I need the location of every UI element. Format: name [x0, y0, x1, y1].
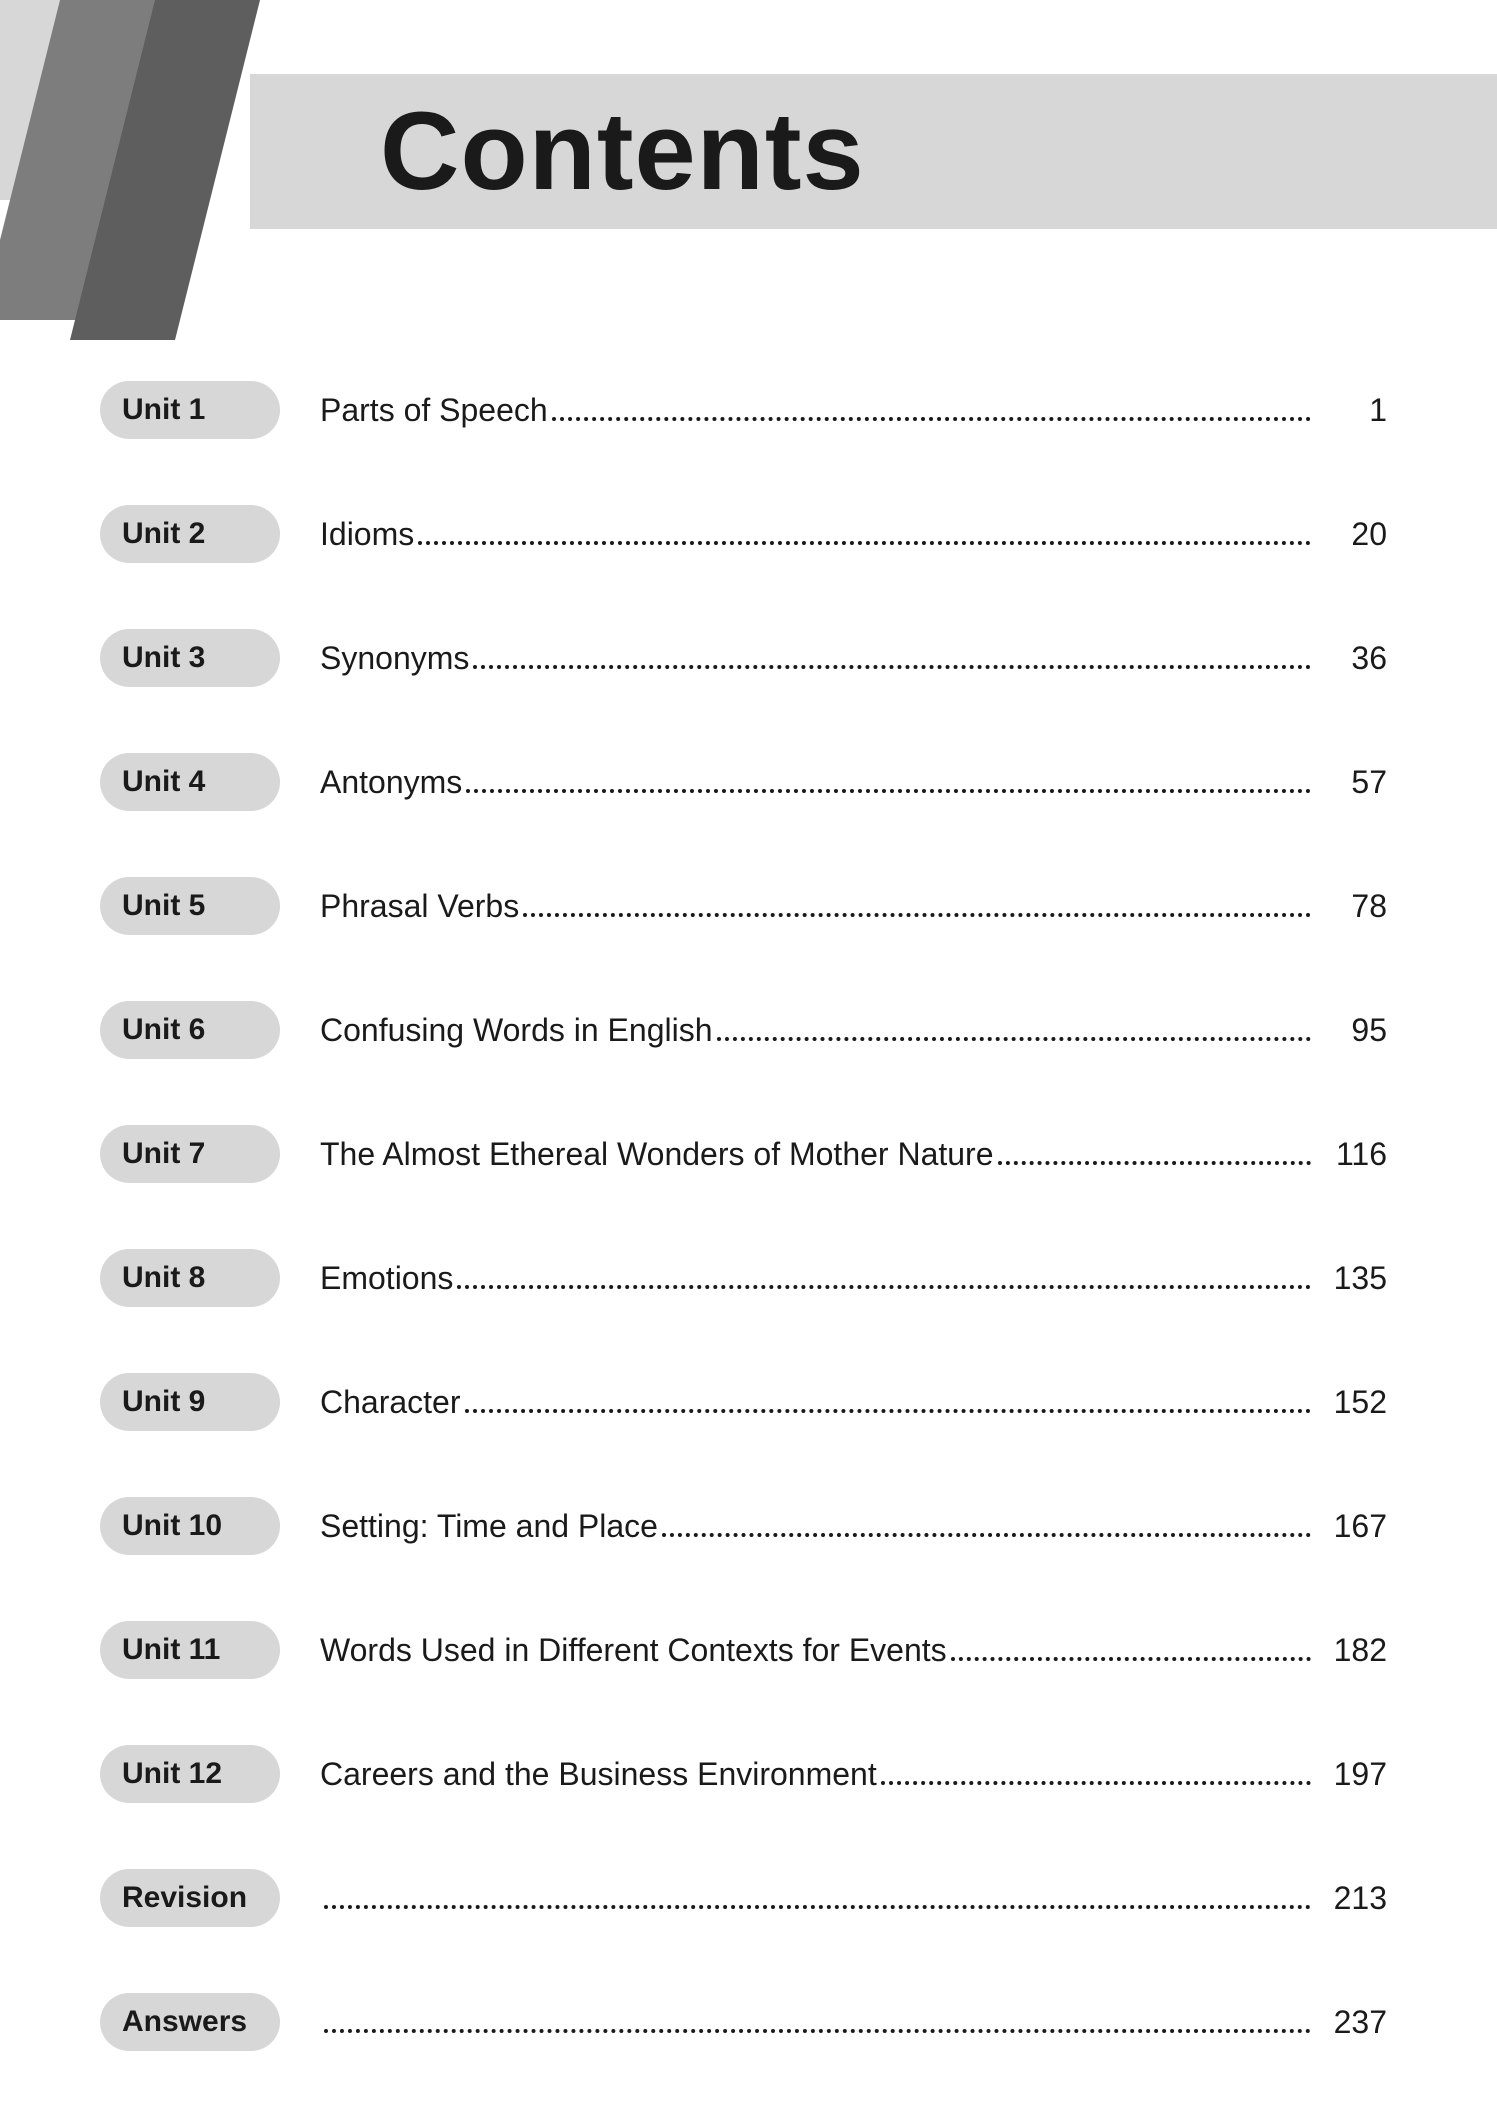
toc-row: Unit 9 Character 152 — [100, 1372, 1387, 1432]
toc-row: Unit 3 Synonyms 36 — [100, 628, 1387, 688]
toc-entry: Emotions 135 — [320, 1260, 1387, 1297]
title-banner: Contents — [250, 74, 1497, 229]
toc-entry-title: Confusing Words in English — [320, 1012, 713, 1049]
toc-entry: Words Used in Different Contexts for Eve… — [320, 1632, 1387, 1669]
toc-row: Unit 10 Setting: Time and Place 167 — [100, 1496, 1387, 1556]
leader-dots — [418, 541, 1311, 545]
toc-row: Unit 7 The Almost Ethereal Wonders of Mo… — [100, 1124, 1387, 1184]
unit-pill: Unit 9 — [100, 1373, 280, 1431]
leader-dots — [717, 1037, 1312, 1041]
unit-pill: Unit 6 — [100, 1001, 280, 1059]
toc-row: Unit 2 Idioms 20 — [100, 504, 1387, 564]
toc-page-number: 167 — [1317, 1508, 1387, 1545]
toc-row: Unit 11 Words Used in Different Contexts… — [100, 1620, 1387, 1680]
toc-entry: Phrasal Verbs 78 — [320, 888, 1387, 925]
unit-pill: Unit 5 — [100, 877, 280, 935]
unit-pill: Unit 12 — [100, 1745, 280, 1803]
toc-page-number: 213 — [1317, 1880, 1387, 1917]
toc-row: Unit 12 Careers and the Business Environ… — [100, 1744, 1387, 1804]
toc-entry-title: Synonyms — [320, 640, 469, 677]
page-title: Contents — [380, 88, 865, 215]
unit-pill: Unit 10 — [100, 1497, 280, 1555]
leader-dots — [523, 913, 1311, 917]
leader-dots — [998, 1161, 1312, 1165]
toc-entry: Synonyms 36 — [320, 640, 1387, 677]
leader-dots — [466, 789, 1311, 793]
toc-page-number: 182 — [1317, 1632, 1387, 1669]
toc-entry: 213 — [320, 1880, 1387, 1917]
toc-row: Unit 5 Phrasal Verbs 78 — [100, 876, 1387, 936]
toc-row: Unit 8 Emotions 135 — [100, 1248, 1387, 1308]
toc-entry-title: Parts of Speech — [320, 392, 548, 429]
toc-entry-title: Emotions — [320, 1260, 453, 1297]
toc-entry: Setting: Time and Place 167 — [320, 1508, 1387, 1545]
leader-dots — [552, 417, 1311, 421]
toc-entry-title: Character — [320, 1384, 461, 1421]
toc-entry: The Almost Ethereal Wonders of Mother Na… — [320, 1136, 1387, 1173]
unit-pill: Unit 3 — [100, 629, 280, 687]
toc-page-number: 1 — [1317, 392, 1387, 429]
toc-entry-title: Words Used in Different Contexts for Eve… — [320, 1632, 947, 1669]
unit-pill: Unit 8 — [100, 1249, 280, 1307]
leader-dots — [457, 1285, 1311, 1289]
table-of-contents: Unit 1 Parts of Speech 1 Unit 2 Idioms 2… — [100, 380, 1387, 2116]
unit-pill: Answers — [100, 1993, 280, 2051]
leader-dots — [881, 1781, 1311, 1785]
toc-page-number: 197 — [1317, 1756, 1387, 1793]
unit-pill: Unit 7 — [100, 1125, 280, 1183]
toc-entry: Idioms 20 — [320, 516, 1387, 553]
toc-entry-title: Careers and the Business Environment — [320, 1756, 877, 1793]
toc-entry-title: Antonyms — [320, 764, 462, 801]
toc-row: Unit 6 Confusing Words in English 95 — [100, 1000, 1387, 1060]
unit-pill: Revision — [100, 1869, 280, 1927]
unit-pill: Unit 1 — [100, 381, 280, 439]
unit-pill: Unit 2 — [100, 505, 280, 563]
toc-page-number: 116 — [1317, 1136, 1387, 1173]
toc-page-number: 57 — [1317, 764, 1387, 801]
toc-page-number: 20 — [1317, 516, 1387, 553]
toc-entry: Character 152 — [320, 1384, 1387, 1421]
toc-page-number: 237 — [1317, 2004, 1387, 2041]
toc-row: Unit 1 Parts of Speech 1 — [100, 380, 1387, 440]
toc-entry-title: Idioms — [320, 516, 414, 553]
toc-page-number: 78 — [1317, 888, 1387, 925]
toc-entry: Parts of Speech 1 — [320, 392, 1387, 429]
toc-entry: Careers and the Business Environment 197 — [320, 1756, 1387, 1793]
leader-dots — [951, 1657, 1311, 1661]
leader-dots — [662, 1533, 1311, 1537]
leader-dots — [324, 2029, 1311, 2033]
toc-entry: Antonyms 57 — [320, 764, 1387, 801]
leader-dots — [465, 1409, 1312, 1413]
toc-entry-title: Phrasal Verbs — [320, 888, 519, 925]
unit-pill: Unit 4 — [100, 753, 280, 811]
toc-row: Revision 213 — [100, 1868, 1387, 1928]
leader-dots — [473, 665, 1311, 669]
toc-row: Unit 4 Antonyms 57 — [100, 752, 1387, 812]
unit-pill: Unit 11 — [100, 1621, 280, 1679]
toc-entry: Confusing Words in English 95 — [320, 1012, 1387, 1049]
toc-entry: 237 — [320, 2004, 1387, 2041]
toc-entry-title: The Almost Ethereal Wonders of Mother Na… — [320, 1136, 994, 1173]
toc-page-number: 36 — [1317, 640, 1387, 677]
leader-dots — [324, 1905, 1311, 1909]
toc-page-number: 95 — [1317, 1012, 1387, 1049]
toc-entry-title: Setting: Time and Place — [320, 1508, 658, 1545]
toc-page-number: 135 — [1317, 1260, 1387, 1297]
toc-page-number: 152 — [1317, 1384, 1387, 1421]
toc-row: Answers 237 — [100, 1992, 1387, 2052]
